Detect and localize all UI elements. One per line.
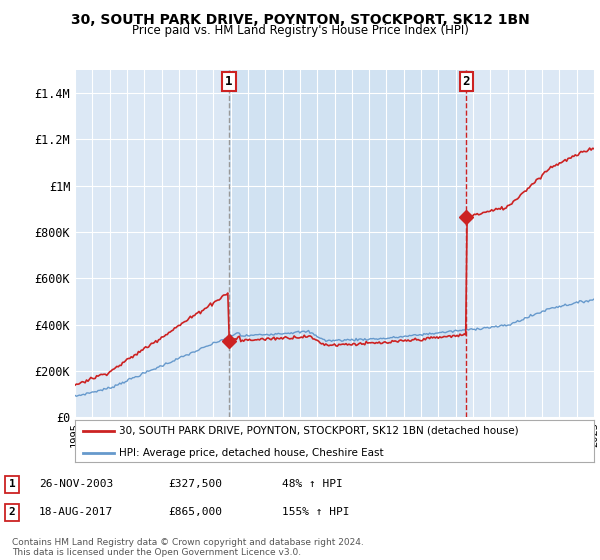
- Text: 2: 2: [463, 75, 470, 88]
- Text: 1: 1: [8, 479, 16, 489]
- Text: 18-AUG-2017: 18-AUG-2017: [39, 507, 113, 517]
- Text: 26-NOV-2003: 26-NOV-2003: [39, 479, 113, 489]
- Text: £327,500: £327,500: [168, 479, 222, 489]
- Text: 1: 1: [225, 75, 233, 88]
- Text: 30, SOUTH PARK DRIVE, POYNTON, STOCKPORT, SK12 1BN: 30, SOUTH PARK DRIVE, POYNTON, STOCKPORT…: [71, 13, 529, 27]
- Text: Price paid vs. HM Land Registry's House Price Index (HPI): Price paid vs. HM Land Registry's House …: [131, 24, 469, 37]
- Text: 2: 2: [8, 507, 16, 517]
- Text: £865,000: £865,000: [168, 507, 222, 517]
- Text: HPI: Average price, detached house, Cheshire East: HPI: Average price, detached house, Ches…: [119, 448, 384, 458]
- Text: 30, SOUTH PARK DRIVE, POYNTON, STOCKPORT, SK12 1BN (detached house): 30, SOUTH PARK DRIVE, POYNTON, STOCKPORT…: [119, 426, 519, 436]
- Bar: [229, 70, 466, 417]
- Text: 48% ↑ HPI: 48% ↑ HPI: [282, 479, 343, 489]
- Text: 155% ↑ HPI: 155% ↑ HPI: [282, 507, 349, 517]
- Text: Contains HM Land Registry data © Crown copyright and database right 2024.
This d: Contains HM Land Registry data © Crown c…: [12, 538, 364, 557]
